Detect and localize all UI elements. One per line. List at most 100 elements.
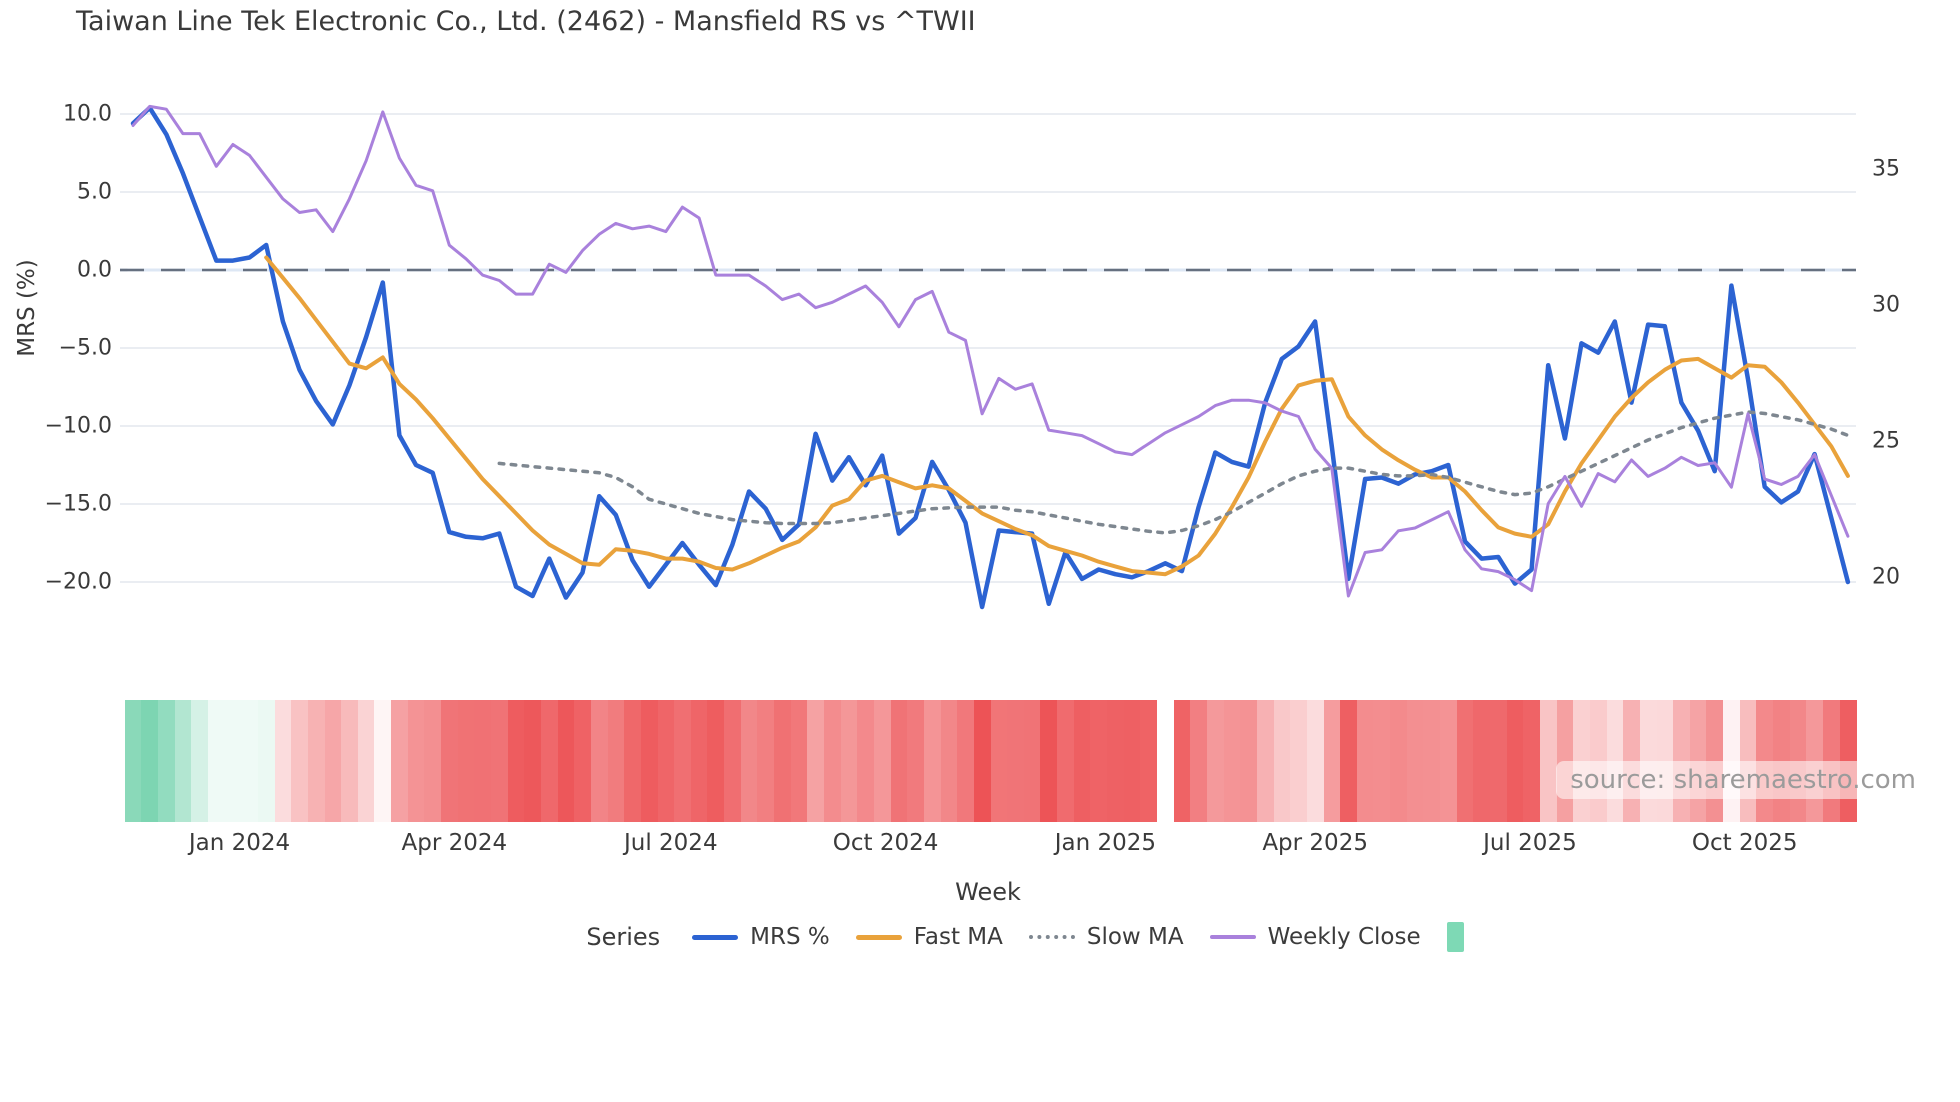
x-tick-label: Jan 2024 (188, 830, 291, 856)
heatmap-cell (241, 700, 259, 822)
Weekly Close-legend-swatch-icon (1209, 935, 1256, 939)
y-right-tick-label: 20 (1872, 564, 1900, 590)
heatmap-cell (1356, 700, 1374, 822)
heatmap-cell (890, 700, 908, 822)
heatmap-cell (141, 700, 159, 822)
heatmap-cell (940, 700, 958, 822)
heatmap-cell (1073, 700, 1091, 822)
heatmap-cell (1473, 700, 1491, 822)
heatmap-cell (1223, 700, 1241, 822)
x-tick-label: Oct 2025 (1691, 830, 1798, 856)
heatmap-cell (257, 700, 276, 822)
plot-area (120, 104, 1856, 610)
heatmap-cell (590, 700, 609, 822)
heatmap-cell (574, 700, 592, 822)
x-tick-label: Jul 2025 (1483, 830, 1577, 856)
heatmap-cell (1023, 700, 1041, 822)
heatmap-cell (324, 700, 342, 822)
legend-items: MRS % Fast MA Slow MA Weekly Close (692, 922, 1464, 952)
fast-ma-line (264, 255, 1850, 577)
source-watermark: source: sharemaestro.com (1556, 761, 1930, 799)
heatmap-cell (1290, 700, 1308, 822)
heatmap-cell (557, 700, 575, 822)
y-axis-left-title: MRS (%) (13, 259, 40, 357)
y-left-tick-label: −20.0 (44, 569, 112, 595)
heatmap-cell (824, 700, 842, 822)
heatmap-cell (757, 700, 775, 822)
x-axis-title: Week (955, 878, 1021, 906)
heatmap-cell (657, 700, 675, 822)
y-left-tick-label: 0.0 (77, 257, 112, 283)
legend-item-label: MRS % (750, 924, 830, 950)
legend-item-mrs-[interactable]: MRS % (692, 924, 830, 950)
slow-ma-line (497, 410, 1850, 535)
heatmap-cell (1306, 700, 1324, 822)
legend-item-fast-ma[interactable]: Fast MA (855, 924, 1003, 950)
heatmap-cell (840, 700, 858, 822)
heatmap-cell (1523, 700, 1541, 822)
heatmap-cell (1490, 700, 1508, 822)
heatmap-cell (391, 700, 409, 822)
heatmap-cell (1506, 700, 1524, 822)
heatmap-cell (690, 700, 708, 822)
y-right-tick-label: 30 (1872, 292, 1900, 318)
heatmap-cell (424, 700, 442, 822)
heatmap-cell (191, 700, 209, 822)
heatmap-cell (1256, 700, 1275, 822)
heatmap-cell (1007, 700, 1025, 822)
Fast MA-legend-swatch-icon (855, 934, 902, 940)
heatmap-cell (174, 700, 192, 822)
Slow MA-legend-swatch-icon (1028, 935, 1075, 939)
MRS %-legend-swatch-icon (692, 934, 739, 940)
heatmap-cell (707, 700, 725, 822)
x-tick-label: Jan 2025 (1054, 830, 1157, 856)
x-tick-label: Apr 2025 (1262, 830, 1368, 856)
mrs--line (130, 105, 1851, 610)
heatmap-cell (1373, 700, 1391, 822)
x-tick-label: Apr 2024 (401, 830, 508, 856)
heatmap-cell (1040, 700, 1058, 822)
heatmap-cell (1456, 700, 1474, 822)
legend-item-label: Slow MA (1086, 924, 1184, 950)
heatmap-cell (674, 700, 692, 822)
heatmap-cell (1057, 700, 1075, 822)
y-left-tick-label: −15.0 (44, 491, 112, 517)
legend-item-slow-ma[interactable]: Slow MA (1028, 924, 1184, 950)
heatmap-cell (124, 700, 142, 822)
heatmap-cell (357, 700, 375, 822)
heatmap-cell (1423, 700, 1441, 822)
heatmap-cell (441, 700, 459, 822)
heatmap-cell (1206, 700, 1225, 822)
heatmap-cell (1173, 700, 1191, 822)
y-right-tick-label: 25 (1872, 428, 1900, 454)
heatmap-cell (790, 700, 808, 822)
heatmap-cell (873, 700, 892, 822)
heatmap-cell (640, 700, 658, 822)
heatmap-cell (207, 700, 226, 822)
heatmap-cell (724, 700, 742, 822)
y-left-tick-label: 5.0 (77, 179, 112, 205)
legend-item-weekly-close[interactable]: Weekly Close (1209, 924, 1421, 950)
heatmap-cell (524, 700, 542, 822)
y-left-tick-label: −10.0 (44, 413, 112, 439)
heatmap-cell (923, 700, 942, 822)
y-right-tick-label: 35 (1872, 156, 1900, 182)
legend-item-heatmap[interactable] (1446, 922, 1464, 952)
heatmap-cell (341, 700, 359, 822)
heatmap-cell (291, 700, 309, 822)
heatmap-cell (374, 700, 392, 822)
heatmap-cell (1240, 700, 1258, 822)
heatmap-cell (457, 700, 475, 822)
heatmap-cell (807, 700, 825, 822)
y-left-tick-label: 10.0 (63, 101, 112, 127)
legend-title: Series (586, 923, 661, 951)
heatmap-cell (1190, 700, 1208, 822)
heatmap-cell (1390, 700, 1408, 822)
heatmap-cell (957, 700, 975, 822)
heatmap-cell (774, 700, 792, 822)
heatmap-cell (973, 700, 991, 822)
heatmap-cell (158, 700, 176, 822)
x-tick-label: Jul 2024 (623, 830, 718, 856)
heatmap-cell (1539, 700, 1558, 822)
